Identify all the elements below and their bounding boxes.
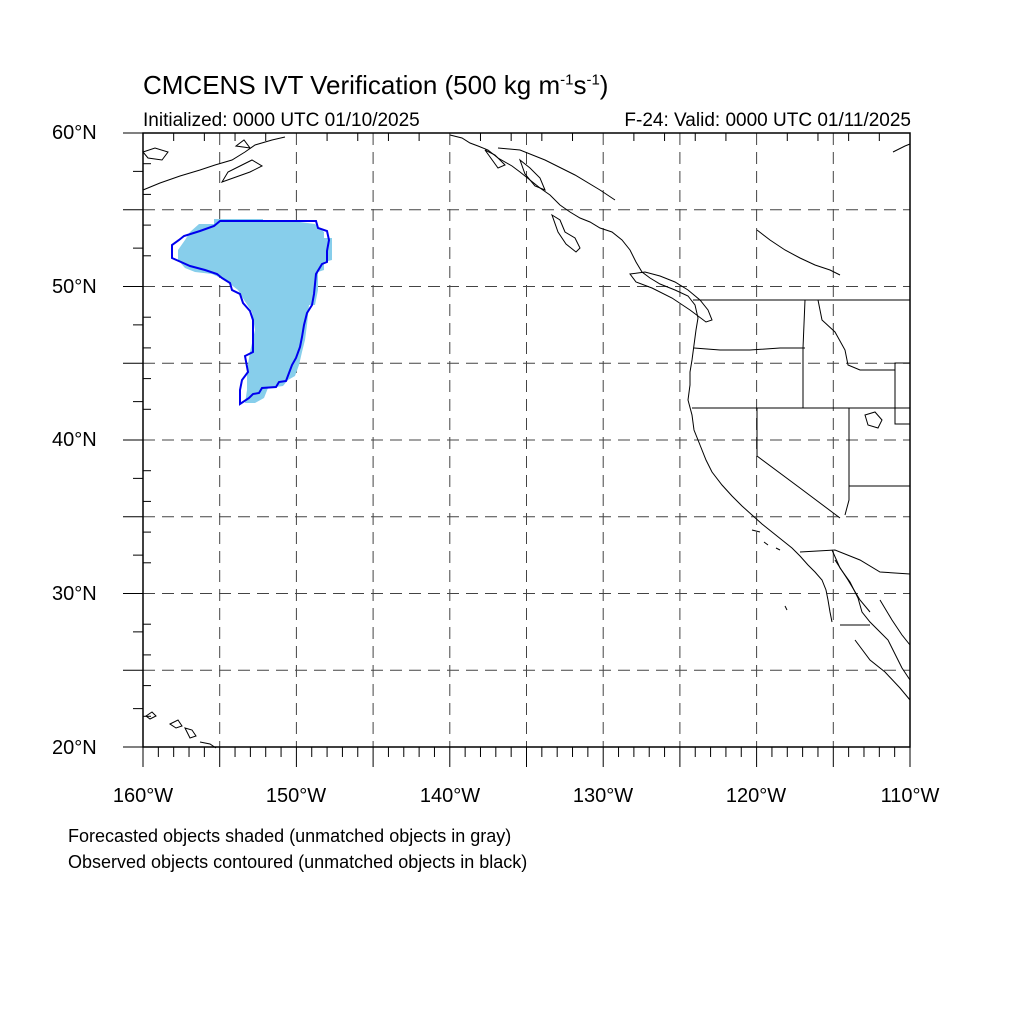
tick-marks — [123, 132, 911, 767]
lon-label-130w: 130°W — [572, 785, 634, 807]
lat-label-20: 20°N — [52, 737, 97, 759]
observed-caption: Observed objects contoured (unmatched ob… — [68, 852, 528, 872]
lat-label-60: 60°N — [52, 122, 97, 144]
lat-label-30: 30°N — [52, 583, 97, 605]
lon-label-140w: 140°W — [419, 785, 481, 807]
lat-label-50: 50°N — [52, 276, 97, 298]
forecast-caption: Forecasted objects shaded (unmatched obj… — [68, 826, 512, 846]
valid-time: F-24: Valid: 0000 UTC 01/11/2025 — [624, 110, 911, 131]
lon-label-120w: 120°W — [725, 785, 787, 807]
coastlines — [142, 134, 911, 749]
lon-label-160w: 160°W — [112, 785, 174, 807]
lon-label-110w: 110°W — [880, 785, 940, 807]
lon-label-150w: 150°W — [265, 785, 327, 807]
forecast-object — [178, 219, 332, 403]
observed-object — [171, 220, 331, 406]
initialized-time: Initialized: 0000 UTC 01/10/2025 — [143, 110, 420, 131]
chart-title: CMCENS IVT Verification (500 kg m-1s-1) — [143, 70, 609, 100]
lat-label-40: 40°N — [52, 429, 97, 451]
